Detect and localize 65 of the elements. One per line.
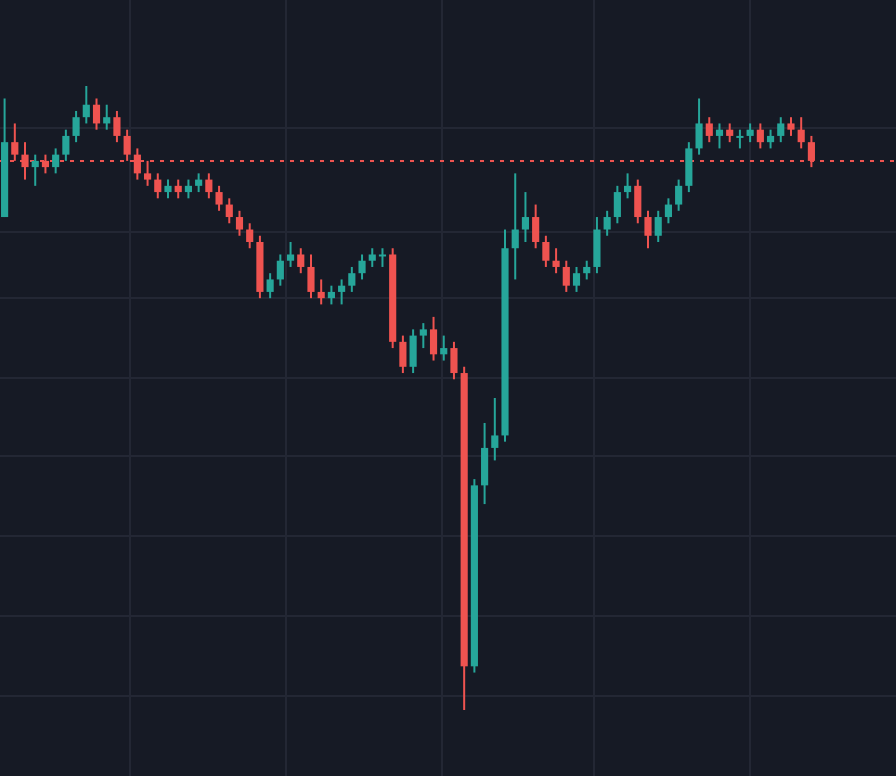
candlestick [286,241,295,268]
candlestick [317,278,325,306]
candlestick [491,397,499,462]
candlestick [695,97,703,156]
candlestick [603,209,611,237]
candlestick [787,116,795,137]
candlestick [348,265,356,293]
candlestick [532,203,540,250]
candlestick [307,253,315,300]
candlestick [624,172,632,200]
candlestick [613,184,621,225]
candlestick [766,128,775,150]
candlestick [164,178,172,200]
candlestick [72,109,80,144]
candlestick [327,284,335,306]
candlestick [297,247,305,275]
candlestick [399,334,407,375]
candlestick [552,247,560,275]
candlestick [103,103,111,131]
candlestick [664,197,672,225]
candlestick [338,278,346,306]
candlestick [174,178,182,200]
candlestick [113,109,121,144]
candlestick [593,216,601,275]
candlestick [205,172,213,200]
candlestick [511,172,519,281]
candlestick [521,191,530,243]
candlestick [225,197,233,225]
candlestick [685,141,693,194]
candlestick [746,122,754,144]
candlestick [572,265,581,293]
candlestick [235,209,244,237]
candlestick [654,209,662,243]
candlestick [705,116,713,144]
candlestick [184,178,192,200]
candlestick [246,222,254,250]
candlestick [562,259,570,293]
candlestick [92,97,101,131]
candlestick [756,122,764,150]
candlestick [542,234,550,268]
candlestick [62,128,70,162]
candlestick [276,253,284,287]
candlestick [82,85,90,125]
candlestick [429,315,438,362]
candlestick [215,184,223,212]
candlestick [450,340,458,381]
candlestick [195,172,203,194]
candlestick [634,178,642,225]
candlestick [31,153,39,187]
candlestick [644,209,652,250]
candlestick [726,122,734,144]
candlestick [358,253,366,281]
candlestick [154,172,162,200]
candlestick [266,272,274,300]
candlestick [440,334,448,362]
candlestick [419,322,427,350]
candlestick [797,116,805,150]
candlestick [675,178,683,212]
candlestick [736,128,744,150]
candlestick [409,328,417,375]
candlestick [481,421,489,506]
candlestick [583,259,591,281]
candlestick [777,116,785,144]
candlestick [715,122,724,150]
candlestick [52,147,60,175]
